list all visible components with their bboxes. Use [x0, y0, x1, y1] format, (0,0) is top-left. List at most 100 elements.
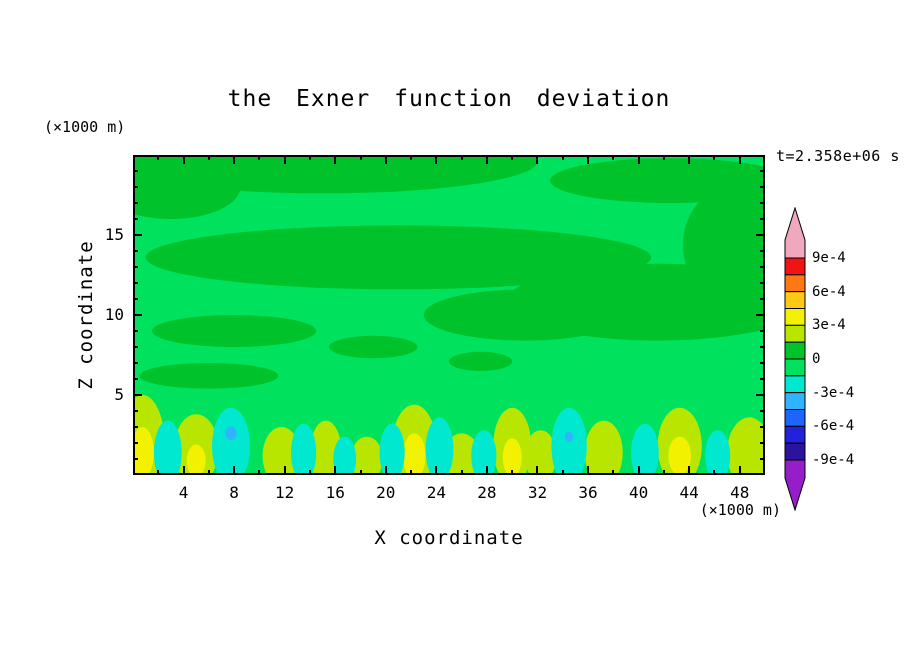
tick-mark — [760, 266, 765, 268]
tick-mark — [410, 470, 413, 475]
tick-mark — [258, 470, 261, 475]
x-tick-label: 44 — [679, 483, 699, 502]
tick-mark — [688, 155, 691, 164]
tick-mark — [760, 202, 765, 204]
tick-mark — [133, 314, 142, 316]
tick-mark — [511, 470, 514, 475]
tick-mark — [511, 155, 514, 160]
y-tick-label: 5 — [114, 385, 124, 404]
tick-mark — [561, 155, 564, 160]
x-tick-label: 24 — [426, 483, 446, 502]
tick-mark — [760, 378, 765, 380]
tick-mark — [435, 155, 438, 164]
x-tick-label: 8 — [229, 483, 239, 502]
tick-mark — [359, 155, 362, 160]
tick-mark — [182, 466, 185, 475]
tick-mark — [738, 155, 741, 164]
tick-mark — [587, 466, 590, 475]
tick-mark — [384, 466, 387, 475]
tick-mark — [157, 155, 160, 160]
tick-mark — [157, 470, 160, 475]
tick-mark — [760, 410, 765, 412]
colorbar-label: -6e-4 — [812, 418, 855, 435]
tick-mark — [587, 155, 590, 164]
tick-mark — [133, 362, 138, 364]
tick-mark — [308, 155, 311, 160]
tick-mark — [760, 426, 765, 428]
tick-mark — [258, 155, 261, 160]
tick-mark — [756, 314, 765, 316]
tick-mark — [334, 466, 337, 475]
chart-title: the Exner function deviation — [227, 86, 671, 112]
tick-mark — [133, 186, 138, 188]
tick-mark — [760, 330, 765, 332]
tick-mark — [485, 466, 488, 475]
colorbar — [784, 206, 806, 512]
x-tick-label: 20 — [376, 483, 396, 502]
tick-mark — [334, 155, 337, 164]
tick-mark — [536, 466, 539, 475]
tick-mark — [133, 330, 138, 332]
tick-mark — [760, 218, 765, 220]
tick-mark — [133, 298, 138, 300]
tick-mark — [182, 155, 185, 164]
tick-mark — [133, 346, 138, 348]
colorbar-label: 3e-4 — [812, 317, 846, 334]
tick-mark — [133, 234, 142, 236]
tick-mark — [760, 346, 765, 348]
y-axis-unit: (×1000 m) — [44, 118, 126, 136]
tick-mark — [637, 155, 640, 164]
x-axis-label: X coordinate — [374, 527, 524, 549]
x-tick-label: 32 — [527, 483, 548, 502]
tick-mark — [233, 466, 236, 475]
tick-mark — [410, 155, 413, 160]
tick-mark — [308, 470, 311, 475]
colorbar-label: 6e-4 — [812, 283, 846, 300]
tick-mark — [738, 466, 741, 475]
tick-mark — [133, 442, 138, 444]
tick-mark — [760, 442, 765, 444]
y-tick-label: 10 — [104, 305, 124, 324]
x-tick-label: 36 — [578, 483, 598, 502]
tick-mark — [359, 470, 362, 475]
colorbar-label: 0 — [812, 351, 821, 367]
tick-mark — [133, 250, 138, 252]
tick-mark — [133, 266, 138, 268]
plot-area — [133, 155, 765, 475]
tick-mark — [460, 155, 463, 160]
tick-mark — [760, 186, 765, 188]
tick-mark — [283, 155, 286, 164]
x-tick-label: 16 — [325, 483, 345, 502]
time-label: t=2.358e+06 s — [776, 147, 900, 165]
tick-mark — [662, 470, 665, 475]
tick-mark — [760, 170, 765, 172]
tick-mark — [662, 155, 665, 160]
y-tick-label: 15 — [104, 225, 124, 244]
x-axis-unit: (×1000 m) — [699, 501, 781, 519]
tick-mark — [760, 458, 765, 460]
tick-mark — [207, 470, 210, 475]
tick-mark — [756, 234, 765, 236]
tick-mark — [760, 282, 765, 284]
tick-mark — [612, 470, 615, 475]
x-tick-label: 28 — [477, 483, 497, 502]
tick-mark — [713, 155, 716, 160]
tick-mark — [612, 155, 615, 160]
contour-field — [133, 155, 765, 475]
tick-mark — [435, 466, 438, 475]
tick-mark — [756, 394, 765, 396]
tick-mark — [133, 410, 138, 412]
tick-mark — [460, 470, 463, 475]
tick-mark — [133, 282, 138, 284]
tick-mark — [133, 218, 138, 220]
tick-mark — [133, 394, 142, 396]
x-tick-label: 48 — [730, 483, 750, 502]
tick-mark — [133, 426, 138, 428]
tick-mark — [233, 155, 236, 164]
tick-mark — [133, 202, 138, 204]
tick-mark — [133, 378, 138, 380]
tick-mark — [283, 466, 286, 475]
tick-mark — [561, 470, 564, 475]
tick-mark — [760, 298, 765, 300]
tick-mark — [760, 362, 765, 364]
